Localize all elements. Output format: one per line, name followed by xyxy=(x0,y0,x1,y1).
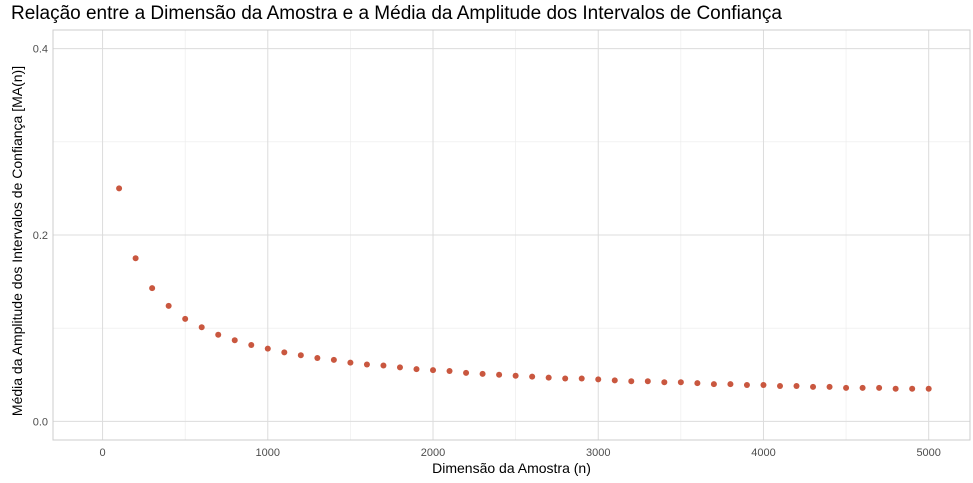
data-point xyxy=(644,378,651,385)
data-point xyxy=(512,372,519,379)
data-point xyxy=(595,376,602,383)
x-tick-label: 2000 xyxy=(421,447,445,459)
y-tick-label: 0.2 xyxy=(33,230,48,242)
data-point xyxy=(413,366,420,373)
data-point xyxy=(314,355,321,361)
data-point xyxy=(677,379,684,386)
data-point xyxy=(710,381,717,388)
x-tick-label: 5000 xyxy=(916,447,940,459)
data-point xyxy=(396,364,403,371)
y-tick-label: 0.4 xyxy=(33,44,48,56)
x-tick-label: 1000 xyxy=(256,447,280,459)
data-point xyxy=(446,368,453,375)
data-point xyxy=(132,255,139,262)
data-point xyxy=(496,371,503,378)
tick-labels: 0 1000 2000 3000 4000 5000 0.0 0.2 0.4 xyxy=(33,44,941,459)
data-point xyxy=(430,367,437,374)
data-point xyxy=(843,384,850,391)
data-point xyxy=(727,381,734,388)
data-point xyxy=(776,382,783,389)
data-point xyxy=(876,384,883,391)
data-point xyxy=(826,383,833,390)
data-point xyxy=(578,375,585,382)
data-point xyxy=(529,373,536,380)
data-point xyxy=(611,377,618,384)
data-point xyxy=(347,359,354,366)
data-point xyxy=(743,382,750,389)
data-point xyxy=(330,356,337,363)
data-point xyxy=(810,383,817,390)
data-point xyxy=(231,337,238,344)
data-point xyxy=(562,375,569,382)
x-tick-label: 4000 xyxy=(751,447,775,459)
data-point xyxy=(116,185,123,192)
data-point xyxy=(215,331,222,338)
data-point xyxy=(628,378,635,385)
data-point xyxy=(760,382,767,389)
grid xyxy=(52,29,971,441)
data-point xyxy=(793,382,800,389)
data-point xyxy=(297,352,304,359)
panel-border xyxy=(52,29,971,441)
data-point xyxy=(380,362,387,369)
data-point xyxy=(859,384,866,391)
data-point xyxy=(363,361,370,368)
data-point xyxy=(248,341,255,348)
data-point xyxy=(925,385,932,392)
data-point xyxy=(545,374,552,381)
data-point xyxy=(479,370,486,377)
data-point xyxy=(264,345,271,352)
data-point xyxy=(892,385,899,392)
chart-title: Relação entre a Dimensão da Amostra e a … xyxy=(11,3,783,24)
x-tick-label: 3000 xyxy=(586,447,610,459)
data-point xyxy=(198,324,205,331)
data-point xyxy=(909,385,916,392)
data-point xyxy=(661,379,668,386)
data-point xyxy=(463,369,470,376)
data-point xyxy=(694,380,701,387)
data-points xyxy=(116,185,932,392)
x-tick-label: 0 xyxy=(100,447,106,459)
data-point xyxy=(149,285,156,292)
y-tick-label: 0.0 xyxy=(33,416,48,428)
data-point xyxy=(182,315,189,322)
data-point xyxy=(281,349,288,356)
x-axis-label: Dimensão da Amostra (n) xyxy=(432,460,591,476)
data-point xyxy=(165,302,172,309)
y-axis-label: Média da Amplitude dos Intervalos de Con… xyxy=(9,65,25,417)
